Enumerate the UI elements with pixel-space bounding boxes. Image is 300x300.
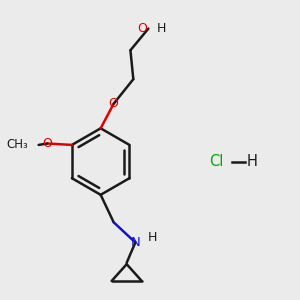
Text: O: O [109,97,118,110]
Text: O: O [42,137,52,150]
Text: H: H [157,22,166,34]
Text: H: H [148,231,157,244]
Text: Cl: Cl [209,154,224,169]
Text: H: H [247,154,258,169]
Text: O: O [137,22,147,34]
Text: CH₃: CH₃ [7,138,28,152]
Text: N: N [130,236,140,249]
